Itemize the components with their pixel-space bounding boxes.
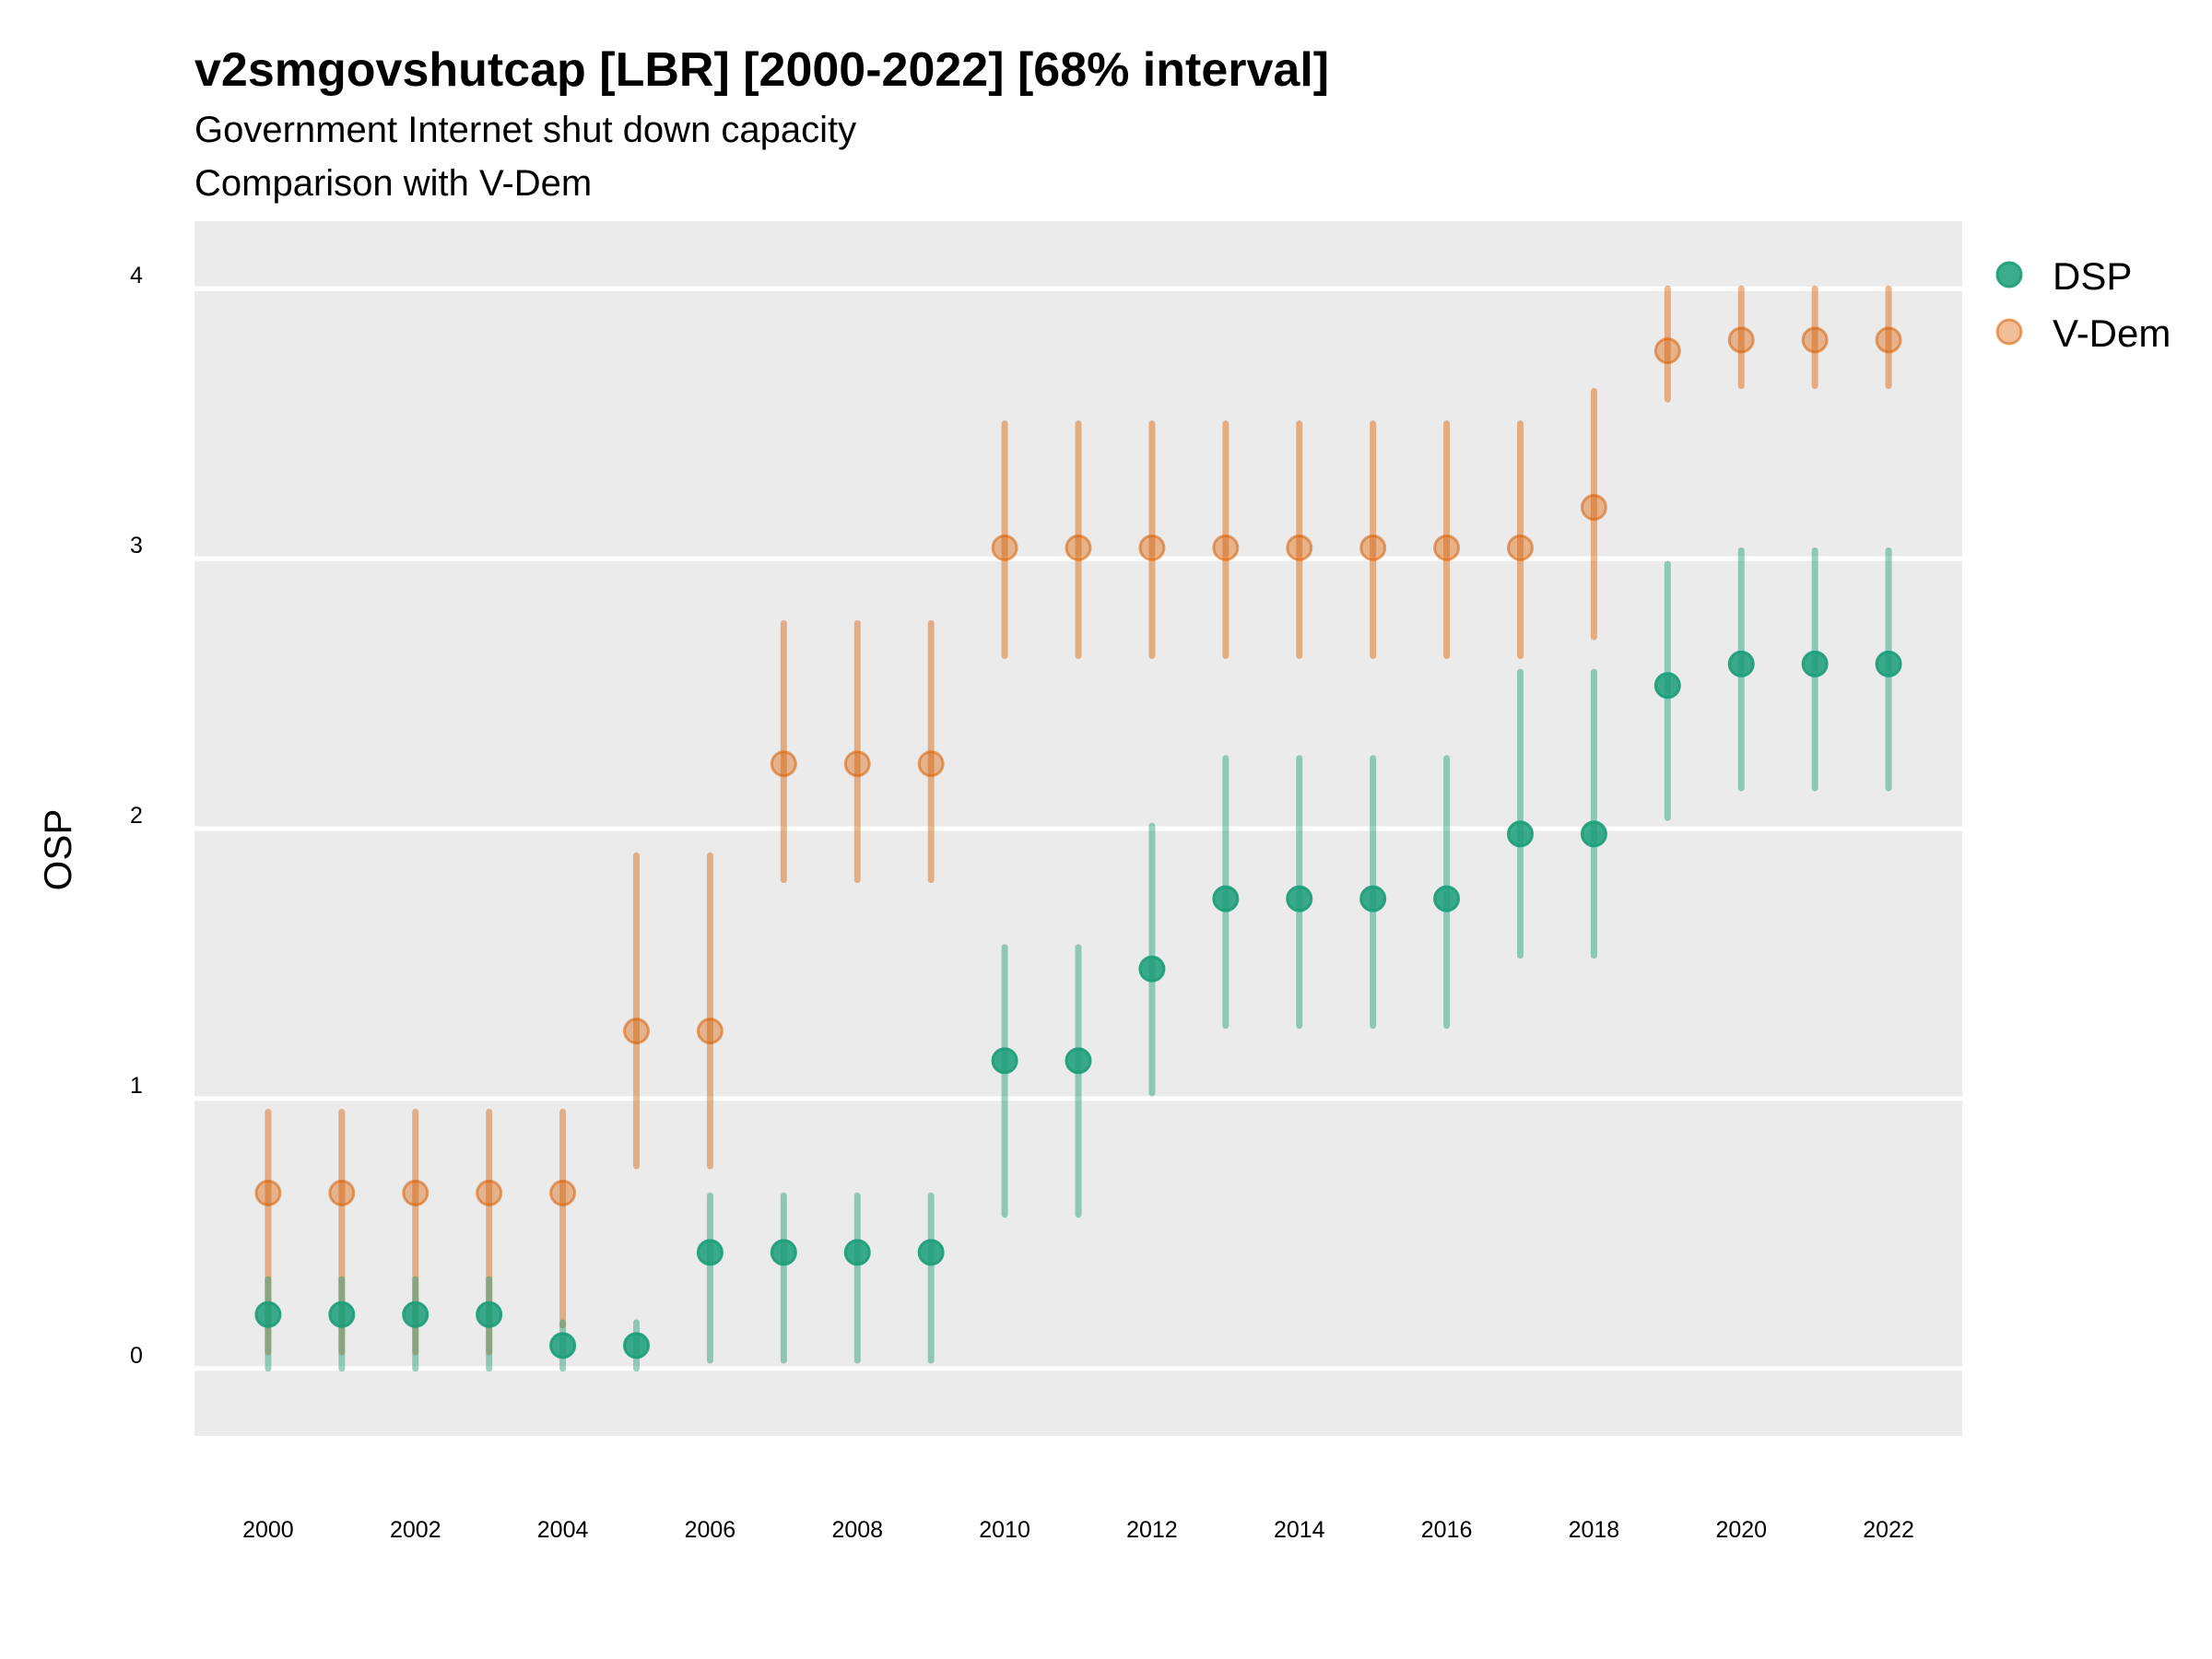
data-point bbox=[1727, 326, 1755, 354]
data-point bbox=[991, 1047, 1018, 1075]
x-tick-label: 2002 bbox=[390, 1517, 441, 1543]
x-tick-label: 2000 bbox=[242, 1517, 294, 1543]
data-point bbox=[1433, 534, 1461, 561]
data-point bbox=[1875, 326, 1902, 354]
chart-marks bbox=[254, 285, 1902, 1372]
data-point bbox=[770, 750, 797, 778]
data-point bbox=[402, 1179, 429, 1206]
x-tick-label: 2010 bbox=[979, 1517, 1030, 1543]
data-point bbox=[1580, 820, 1607, 848]
data-point bbox=[1727, 650, 1755, 677]
data-point bbox=[917, 1239, 945, 1266]
y-tick-label: 4 bbox=[130, 263, 143, 288]
x-tick-label: 2016 bbox=[1421, 1517, 1473, 1543]
data-point bbox=[1212, 885, 1240, 912]
data-point bbox=[1065, 1047, 1092, 1075]
data-point bbox=[549, 1332, 577, 1359]
chart-subtitle-line-2: Comparison with V-Dem bbox=[194, 163, 592, 204]
data-point bbox=[476, 1179, 503, 1206]
data-point bbox=[1138, 534, 1166, 561]
legend-label-vdem: V-Dem bbox=[2053, 312, 2171, 355]
data-point bbox=[696, 1239, 724, 1266]
data-point bbox=[254, 1300, 282, 1328]
data-point bbox=[254, 1179, 282, 1206]
legend-swatch-dsp bbox=[1995, 261, 2023, 288]
data-point bbox=[1138, 955, 1166, 982]
data-point bbox=[696, 1018, 724, 1045]
data-point bbox=[1212, 534, 1240, 561]
data-point bbox=[549, 1179, 577, 1206]
data-point bbox=[1507, 820, 1534, 848]
data-point bbox=[991, 534, 1018, 561]
y-tick-label: 1 bbox=[130, 1073, 143, 1099]
data-point bbox=[1580, 493, 1607, 521]
data-point bbox=[476, 1300, 503, 1328]
y-axis-title: OSP bbox=[36, 809, 79, 891]
data-point bbox=[623, 1018, 650, 1045]
x-tick-label: 2006 bbox=[685, 1517, 736, 1543]
data-point bbox=[843, 1239, 871, 1266]
data-point bbox=[402, 1300, 429, 1328]
x-tick-label: 2022 bbox=[1863, 1517, 1914, 1543]
data-point bbox=[1801, 326, 1829, 354]
series-dsp-points bbox=[254, 650, 1902, 1359]
data-point bbox=[770, 1239, 797, 1266]
legend: DSP V-Dem bbox=[1995, 254, 2171, 355]
y-axis-ticks: 0 1 2 3 4 bbox=[130, 263, 143, 1369]
data-point bbox=[623, 1332, 650, 1359]
y-tick-label: 3 bbox=[130, 533, 143, 559]
data-point bbox=[1286, 534, 1313, 561]
x-tick-label: 2018 bbox=[1569, 1517, 1620, 1543]
data-point bbox=[1359, 534, 1387, 561]
x-tick-label: 2020 bbox=[1715, 1517, 1767, 1543]
data-point bbox=[1653, 337, 1681, 365]
data-point bbox=[1653, 672, 1681, 700]
data-point bbox=[1433, 885, 1461, 912]
x-tick-label: 2014 bbox=[1274, 1517, 1325, 1543]
data-point bbox=[1801, 650, 1829, 677]
chart-title: v2smgovshutcap [LBR] [2000-2022] [68% in… bbox=[194, 43, 1329, 97]
chart-subtitle-line-1: Government Internet shut down capacity bbox=[194, 110, 856, 150]
legend-swatch-vdem bbox=[1995, 318, 2023, 346]
data-point bbox=[1286, 885, 1313, 912]
x-tick-label: 2004 bbox=[537, 1517, 589, 1543]
series-vdem-points bbox=[254, 326, 1902, 1206]
data-point bbox=[328, 1179, 356, 1206]
data-point bbox=[1875, 650, 1902, 677]
x-tick-label: 2012 bbox=[1126, 1517, 1178, 1543]
y-tick-label: 2 bbox=[130, 803, 143, 829]
data-point bbox=[843, 750, 871, 778]
x-axis-ticks: 2000 2002 2004 2006 2008 2010 2012 2014 2016 2018… bbox=[242, 1517, 1914, 1543]
legend-label-dsp: DSP bbox=[2053, 254, 2132, 298]
y-tick-label: 0 bbox=[130, 1343, 143, 1369]
x-tick-label: 2008 bbox=[831, 1517, 883, 1543]
data-point bbox=[1507, 534, 1534, 561]
data-point bbox=[1359, 885, 1387, 912]
data-point bbox=[1065, 534, 1092, 561]
data-point bbox=[917, 750, 945, 778]
data-point bbox=[328, 1300, 356, 1328]
